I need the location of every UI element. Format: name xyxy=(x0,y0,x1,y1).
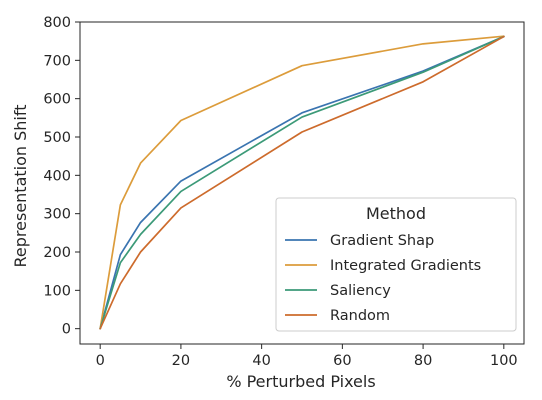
series-line-saliency xyxy=(99,35,505,330)
y-tick-label: 100 xyxy=(43,283,71,299)
legend-label-saliency: Saliency xyxy=(330,283,391,299)
y-tick-label: 600 xyxy=(43,92,71,108)
legend-title: Method xyxy=(366,204,426,223)
series-line-random xyxy=(99,35,505,330)
legend-label-random: Random xyxy=(330,308,390,324)
legend: Method Gradient Shap Integrated Gradients… xyxy=(275,197,517,332)
x-tick-label: 40 xyxy=(252,353,270,369)
x-tick-label: 60 xyxy=(333,353,351,369)
axes-frame xyxy=(79,21,525,345)
y-tick-label: 800 xyxy=(43,15,71,31)
series-line-gradient-shap xyxy=(99,35,505,330)
y-tick-label: 300 xyxy=(43,207,71,223)
series-line-integrated-gradients xyxy=(99,35,505,330)
legend-label-gradient-shap: Gradient Shap xyxy=(330,233,434,249)
legend-box xyxy=(275,197,517,332)
y-tick-label: 400 xyxy=(43,168,71,184)
y-tick-label: 700 xyxy=(43,53,71,69)
x-axis-label: % Perturbed Pixels xyxy=(226,372,375,391)
y-tick-label: 0 xyxy=(62,322,71,338)
x-tick-label: 20 xyxy=(172,353,190,369)
y-tick-label: 500 xyxy=(43,130,71,146)
series-lines xyxy=(99,35,505,330)
y-axis-ticks: 0 100 200 300 400 500 600 700 800 xyxy=(43,15,80,338)
x-axis-ticks: 0 20 40 60 80 100 xyxy=(96,344,518,369)
legend-entries: Gradient Shap Integrated Gradients Salienc… xyxy=(285,233,481,324)
legend-label-integrated-gradients: Integrated Gradients xyxy=(330,258,481,274)
x-tick-label: 80 xyxy=(414,353,432,369)
x-tick-label: 0 xyxy=(96,353,105,369)
y-tick-label: 200 xyxy=(43,245,71,261)
plot-area-border xyxy=(79,21,525,345)
y-axis-label: Representation Shift xyxy=(11,105,30,268)
x-tick-label: 100 xyxy=(490,353,518,369)
